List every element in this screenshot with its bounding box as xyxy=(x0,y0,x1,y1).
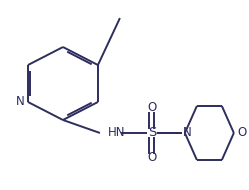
Text: O: O xyxy=(238,127,247,139)
Text: S: S xyxy=(148,127,156,139)
Text: O: O xyxy=(147,101,157,115)
Text: HN: HN xyxy=(108,127,125,139)
Text: O: O xyxy=(147,151,157,165)
Text: N: N xyxy=(183,127,191,139)
Text: N: N xyxy=(16,96,25,108)
